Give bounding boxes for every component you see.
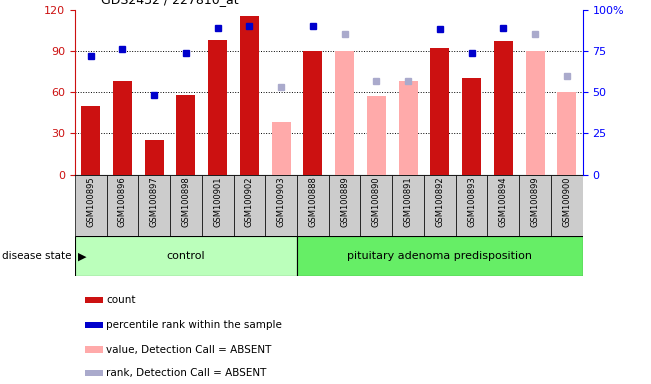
- Bar: [202, 175, 234, 236]
- Bar: [234, 175, 266, 236]
- Text: ▶: ▶: [78, 251, 87, 262]
- Bar: [85, 297, 104, 303]
- Text: disease state: disease state: [2, 251, 72, 262]
- Bar: [424, 175, 456, 236]
- Text: GSM100891: GSM100891: [404, 177, 413, 227]
- Text: percentile rank within the sample: percentile rank within the sample: [106, 320, 283, 330]
- Bar: [557, 92, 576, 175]
- Bar: [392, 175, 424, 236]
- Text: GSM100903: GSM100903: [277, 177, 286, 227]
- Text: GSM100902: GSM100902: [245, 177, 254, 227]
- Bar: [170, 175, 202, 236]
- Bar: [113, 81, 132, 175]
- Bar: [271, 122, 290, 175]
- Bar: [367, 96, 386, 175]
- Bar: [75, 236, 297, 276]
- Bar: [430, 48, 449, 175]
- Bar: [551, 175, 583, 236]
- Bar: [208, 40, 227, 175]
- Bar: [297, 175, 329, 236]
- Bar: [85, 370, 104, 376]
- Bar: [398, 81, 418, 175]
- Bar: [75, 175, 107, 236]
- Bar: [519, 175, 551, 236]
- Text: GSM100897: GSM100897: [150, 177, 159, 227]
- Text: GSM100890: GSM100890: [372, 177, 381, 227]
- Text: GSM100899: GSM100899: [531, 177, 540, 227]
- Text: control: control: [167, 251, 205, 262]
- Text: value, Detection Call = ABSENT: value, Detection Call = ABSENT: [106, 344, 271, 354]
- Bar: [297, 236, 583, 276]
- Bar: [107, 175, 138, 236]
- Bar: [240, 17, 259, 175]
- Text: GSM100889: GSM100889: [340, 177, 349, 227]
- Bar: [488, 175, 519, 236]
- Text: pituitary adenoma predisposition: pituitary adenoma predisposition: [348, 251, 533, 262]
- Text: GSM100901: GSM100901: [213, 177, 222, 227]
- Text: GSM100893: GSM100893: [467, 177, 476, 227]
- Text: GSM100892: GSM100892: [436, 177, 445, 227]
- Bar: [525, 51, 544, 175]
- Bar: [85, 322, 104, 328]
- Text: GSM100895: GSM100895: [86, 177, 95, 227]
- Text: GSM100896: GSM100896: [118, 177, 127, 227]
- Bar: [329, 175, 361, 236]
- Bar: [145, 140, 164, 175]
- Bar: [139, 175, 170, 236]
- Bar: [335, 51, 354, 175]
- Bar: [303, 51, 322, 175]
- Text: GSM100894: GSM100894: [499, 177, 508, 227]
- Bar: [81, 106, 100, 175]
- Bar: [456, 175, 488, 236]
- Bar: [462, 78, 481, 175]
- Text: count: count: [106, 295, 136, 305]
- Text: GSM100888: GSM100888: [309, 177, 318, 227]
- Text: GSM100900: GSM100900: [562, 177, 572, 227]
- Bar: [493, 41, 513, 175]
- Bar: [85, 346, 104, 353]
- Text: GDS2432 / 227810_at: GDS2432 / 227810_at: [101, 0, 238, 6]
- Bar: [176, 95, 195, 175]
- Bar: [361, 175, 392, 236]
- Text: GSM100898: GSM100898: [182, 177, 191, 227]
- Bar: [266, 175, 297, 236]
- Text: rank, Detection Call = ABSENT: rank, Detection Call = ABSENT: [106, 368, 267, 378]
